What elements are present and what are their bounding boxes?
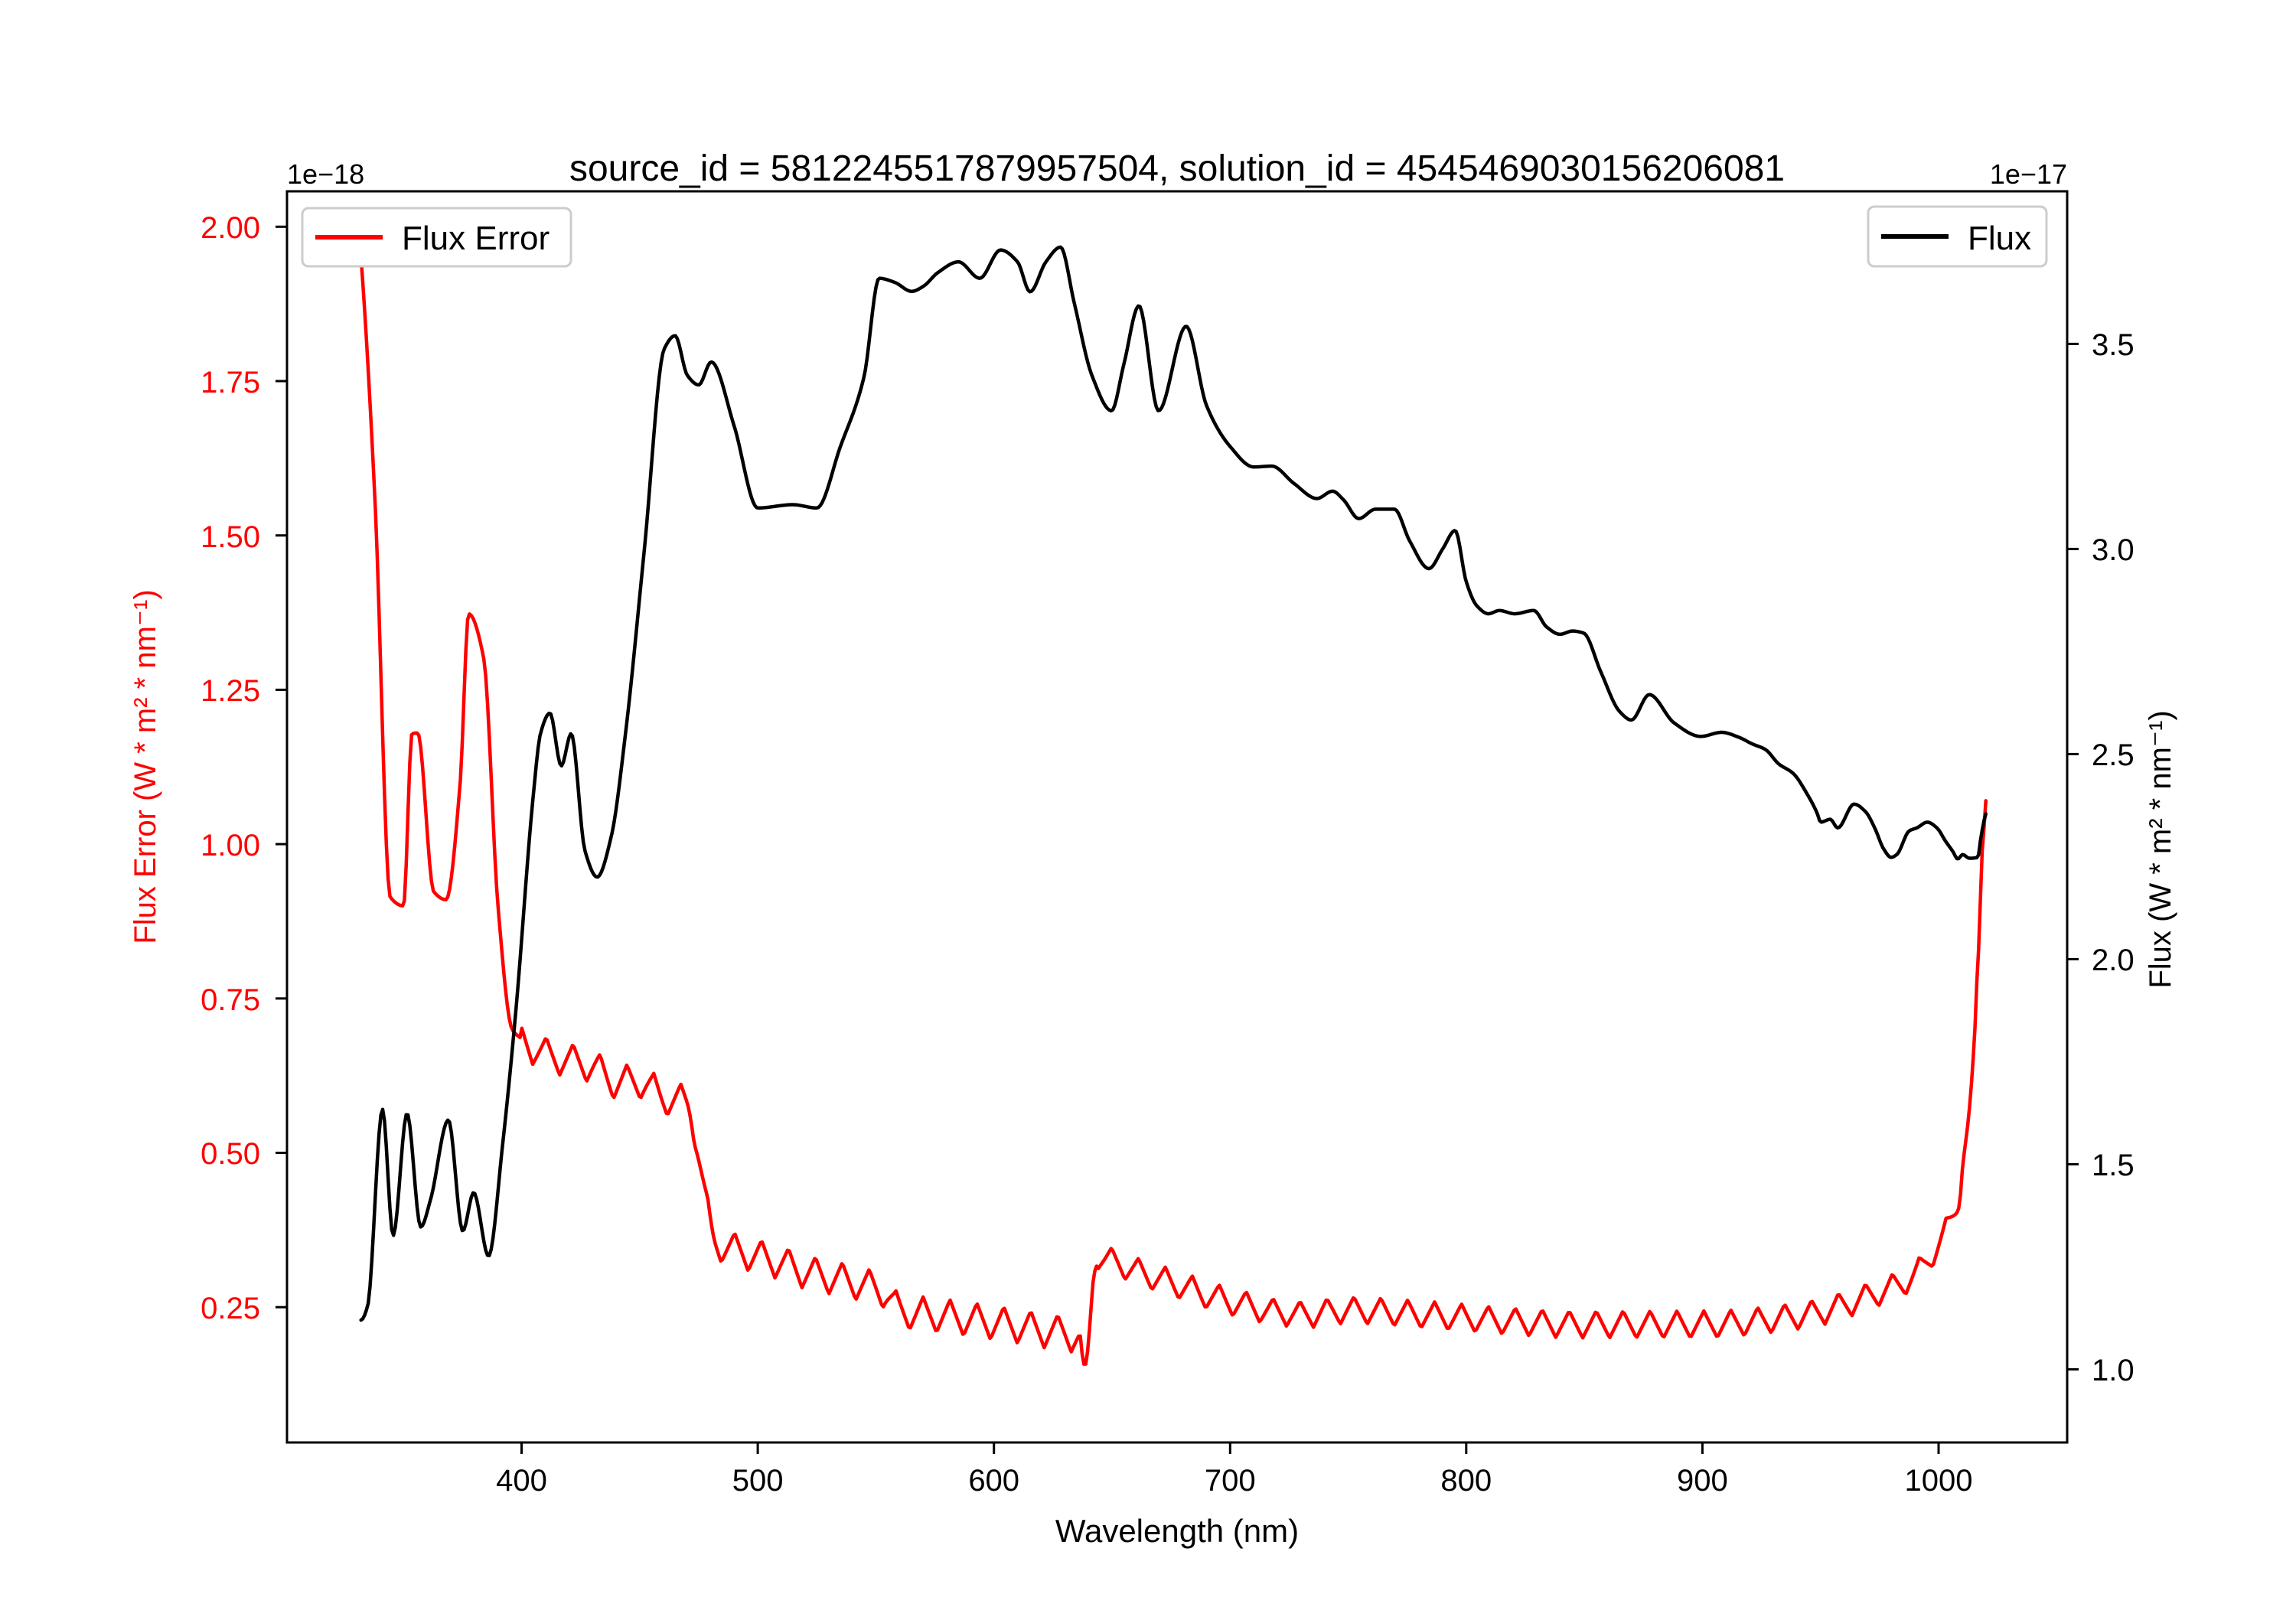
- svg-text:900: 900: [1677, 1464, 1728, 1498]
- svg-text:1.75: 1.75: [201, 366, 260, 399]
- svg-text:Flux: Flux: [1968, 220, 2031, 257]
- svg-text:source_id = 581224551787995750: source_id = 5812245517879957504, solutio…: [569, 148, 1785, 189]
- svg-text:0.75: 0.75: [201, 983, 260, 1017]
- svg-text:1.50: 1.50: [201, 520, 260, 554]
- svg-text:500: 500: [732, 1464, 784, 1498]
- svg-text:Flux Error (W * m² * nm⁻¹): Flux Error (W * m² * nm⁻¹): [129, 589, 162, 944]
- svg-text:2.5: 2.5: [2092, 738, 2135, 772]
- svg-text:Flux (W * m² * nm⁻¹): Flux (W * m² * nm⁻¹): [2144, 710, 2177, 988]
- svg-text:700: 700: [1205, 1464, 1256, 1498]
- svg-text:2.0: 2.0: [2092, 944, 2135, 977]
- svg-text:600: 600: [968, 1464, 1019, 1498]
- svg-text:1.5: 1.5: [2092, 1149, 2135, 1182]
- svg-text:1.25: 1.25: [201, 674, 260, 708]
- svg-text:1000: 1000: [1905, 1464, 1973, 1498]
- svg-text:Wavelength (nm): Wavelength (nm): [1055, 1513, 1299, 1549]
- svg-text:800: 800: [1440, 1464, 1492, 1498]
- svg-text:1.0: 1.0: [2092, 1354, 2135, 1387]
- svg-text:3.0: 3.0: [2092, 533, 2135, 567]
- svg-text:2.00: 2.00: [201, 211, 260, 245]
- svg-text:1e−17: 1e−17: [1990, 158, 2067, 190]
- svg-text:Flux Error: Flux Error: [402, 220, 550, 257]
- svg-text:1.00: 1.00: [201, 829, 260, 862]
- svg-text:3.5: 3.5: [2092, 328, 2135, 362]
- svg-text:1e−18: 1e−18: [287, 158, 364, 190]
- svg-text:400: 400: [496, 1464, 547, 1498]
- svg-text:0.25: 0.25: [201, 1292, 260, 1325]
- svg-text:0.50: 0.50: [201, 1137, 260, 1171]
